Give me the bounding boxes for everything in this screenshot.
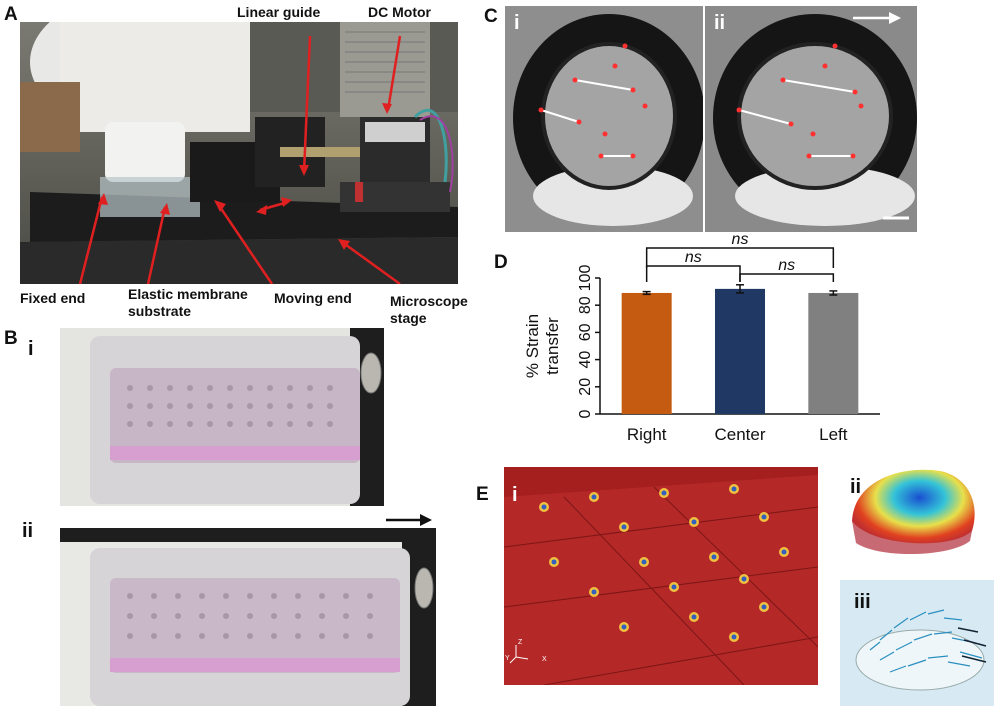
photo-stretching-device — [20, 22, 458, 284]
y-axis-title-line2: transfer — [543, 317, 562, 375]
panel-letter-d: D — [494, 252, 508, 273]
callout-fixed-end: Fixed end — [20, 290, 86, 306]
bar-right — [621, 292, 672, 414]
callout-moving-end: Moving end — [274, 290, 352, 306]
panel-c-sub-i: i — [514, 12, 520, 34]
membrane-wells-i — [127, 385, 333, 427]
x-tick-label-right: Right — [627, 425, 667, 444]
significance-label: ns — [685, 249, 702, 266]
significance-bracket — [739, 273, 835, 282]
y-tick-label: 100 — [577, 265, 594, 292]
panel-e-sub-ii: ii — [850, 476, 862, 498]
callout-microscope-line1: Microscope — [390, 293, 468, 309]
panel-b-sub-i: i — [28, 338, 34, 360]
callout-dc-motor: DC Motor — [368, 4, 431, 20]
panel-e-sub-iii: iii — [854, 591, 871, 613]
callout-elastic-membrane-line1: Elastic membrane — [128, 286, 248, 302]
photo-membrane-relaxed — [60, 328, 384, 506]
bar-left — [808, 292, 859, 414]
stretch-direction-arrow — [386, 514, 432, 526]
panel-letter-a: A — [4, 4, 18, 25]
callout-elastic-membrane: Elastic membrane substrate — [128, 286, 248, 320]
error-bar-right — [642, 290, 651, 296]
y-tick-label: 20 — [577, 378, 594, 396]
beads-i — [538, 43, 648, 159]
fem-membrane-mesh: Z Y X — [504, 467, 818, 685]
y-tick-label: 40 — [577, 351, 594, 369]
callout-linear-guide: Linear guide — [237, 4, 321, 20]
panel-letter-c: C — [484, 6, 498, 27]
micrograph-stretched — [705, 6, 917, 232]
axis-z-label: Z — [518, 639, 523, 646]
error-bar-left — [829, 290, 838, 296]
y-tick-label: 60 — [577, 323, 594, 341]
error-bar-center — [736, 284, 744, 294]
bar-center — [715, 288, 765, 414]
panel-e-sub-i: i — [512, 484, 518, 506]
axis-y-label: Y — [505, 655, 510, 662]
x-tick-label-left: Left — [819, 425, 848, 444]
fem-post-deformation — [840, 451, 994, 570]
significance-label: ns — [778, 257, 795, 274]
membrane-wells-ii — [127, 593, 373, 639]
y-tick-label: 0 — [577, 409, 594, 418]
panel-letter-b: B — [4, 328, 18, 349]
x-tick-label-center: Center — [714, 425, 765, 444]
photo-membrane-stretched — [60, 528, 436, 706]
significance-label: ns — [732, 231, 749, 248]
y-axis-title-line1: % Strain — [523, 314, 542, 378]
strain-transfer-chart: 0 20 40 60 80 100 Right Center Left ns ns ns % St… — [523, 231, 880, 444]
fem-displacement-vectors — [840, 580, 994, 706]
significance-bracket — [645, 247, 835, 268]
callout-microscope-stage: Microscope stage — [390, 293, 468, 327]
panel-b-sub-ii: ii — [22, 520, 34, 542]
axis-triad — [509, 645, 529, 664]
panel-letter-e: E — [476, 484, 489, 505]
panel-c-sub-ii: ii — [714, 12, 726, 34]
callout-elastic-membrane-line2: substrate — [128, 303, 192, 319]
significance-bracket — [645, 265, 741, 282]
axis-x-label: X — [542, 656, 547, 663]
beads-ii — [736, 43, 864, 159]
fem-posts — [539, 484, 789, 642]
callout-microscope-line2: stage — [390, 310, 427, 326]
micrograph-relaxed — [505, 6, 703, 232]
y-tick-label: 80 — [577, 296, 594, 314]
